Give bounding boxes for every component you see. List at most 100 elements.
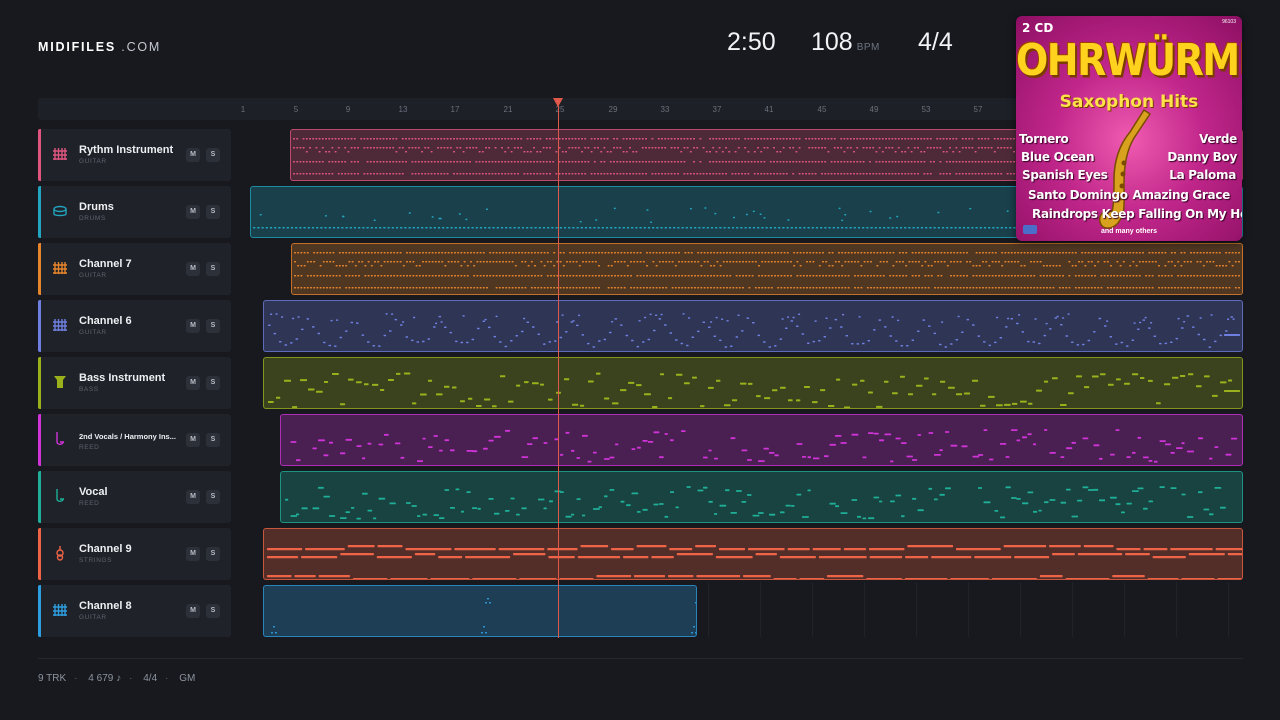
grid-line: [1124, 582, 1125, 637]
track-header[interactable]: Channel 9 STRINGS M S: [38, 528, 231, 580]
track-instrument: GUITAR: [79, 614, 107, 621]
solo-button[interactable]: S: [206, 376, 220, 390]
track-header[interactable]: Channel 6 GUITAR M S: [38, 300, 231, 352]
solo-button[interactable]: S: [206, 205, 220, 219]
brand-domain: .COM: [121, 40, 162, 54]
solo-button[interactable]: S: [206, 433, 220, 447]
solo-button[interactable]: S: [206, 319, 220, 333]
ruler-bar-number: 53: [921, 105, 931, 114]
ruler-bar-number: 5: [293, 105, 299, 114]
track-header[interactable]: Channel 7 GUITAR M S: [38, 243, 231, 295]
grid-line: [708, 582, 709, 637]
mute-button[interactable]: M: [186, 319, 200, 333]
track-name: Channel 9: [79, 543, 132, 555]
footer-divider: [38, 658, 1243, 659]
track-name: Bass Instrument: [79, 372, 166, 384]
ruler-bar-number: 41: [764, 105, 774, 114]
mute-button[interactable]: M: [186, 490, 200, 504]
tempo-unit: BPM: [856, 42, 880, 53]
grid-line: [1228, 582, 1229, 637]
reed-icon: [52, 488, 68, 504]
timeline-ruler[interactable]: [38, 98, 1243, 120]
song-title: Spanish Eyes: [1022, 168, 1108, 182]
mute-button[interactable]: M: [186, 433, 200, 447]
track-color-bar: [38, 300, 41, 352]
album-cover: 2 CD 96103 OHRWÜRMER Saxophon Hits Torne…: [1016, 16, 1242, 241]
solo-button[interactable]: S: [206, 547, 220, 561]
track-instrument: REED: [79, 500, 100, 507]
track-name: Channel 8: [79, 600, 132, 612]
track-count: 9 TRK: [38, 673, 67, 684]
track-instrument: DRUMS: [79, 215, 106, 222]
playhead-handle[interactable]: [553, 98, 563, 107]
midi-clip[interactable]: [291, 243, 1243, 295]
mute-button[interactable]: M: [186, 376, 200, 390]
ruler-bar-number: 49: [869, 105, 879, 114]
track-color-bar: [38, 471, 41, 523]
solo-button[interactable]: S: [206, 262, 220, 276]
track-instrument: GUITAR: [79, 329, 107, 336]
grid-line: [916, 582, 917, 637]
song-title: Raindrops Keep Falling On My Head: [1032, 207, 1242, 221]
violin-icon: [52, 545, 68, 561]
song-title: Verde: [1199, 132, 1237, 146]
mute-button[interactable]: M: [186, 262, 200, 276]
midi-clip[interactable]: [263, 300, 1243, 352]
solo-button[interactable]: S: [206, 604, 220, 618]
guitar-grid-icon: [52, 317, 68, 333]
track-instrument: GUITAR: [79, 272, 107, 279]
solo-button[interactable]: S: [206, 490, 220, 504]
playhead-line[interactable]: [558, 104, 559, 638]
track-header[interactable]: Bass Instrument BASS M S: [38, 357, 231, 409]
track-color-bar: [38, 414, 41, 466]
time-signature: 4/4: [918, 28, 953, 56]
footer-time-signature: 4/4: [143, 673, 158, 684]
mute-button[interactable]: M: [186, 205, 200, 219]
track-header[interactable]: Rythm Instrument GUITAR M S: [38, 129, 231, 181]
mute-button[interactable]: M: [186, 604, 200, 618]
reed-icon: [52, 431, 68, 447]
song-title: Danny Boy: [1167, 150, 1237, 164]
grid-line: [864, 582, 865, 637]
song-title: La Paloma: [1169, 168, 1236, 182]
track-color-bar: [38, 357, 41, 409]
mute-button[interactable]: M: [186, 148, 200, 162]
mute-button[interactable]: M: [186, 547, 200, 561]
track-instrument: BASS: [79, 386, 99, 393]
track-header[interactable]: Drums DRUMS M S: [38, 186, 231, 238]
separator: ·: [74, 673, 78, 684]
catalog-number: 96103: [1222, 19, 1236, 25]
track-header[interactable]: Vocal REED M S: [38, 471, 231, 523]
status-bar: 9 TRK · 4 679 ♪ · 4/4 · GM: [38, 673, 195, 684]
ruler-bar-number: 29: [608, 105, 618, 114]
cd-label: 2 CD: [1022, 21, 1054, 35]
midi-clip[interactable]: [280, 471, 1243, 523]
separator: ·: [165, 673, 169, 684]
ruler-bar-number: 13: [398, 105, 408, 114]
track-header[interactable]: 2nd Vocals / Harmony Ins... REED M S: [38, 414, 231, 466]
tempo-display: 108 BPM: [811, 28, 880, 57]
solo-button[interactable]: S: [206, 148, 220, 162]
midi-clip[interactable]: [263, 357, 1243, 409]
track-header[interactable]: Channel 8 GUITAR M S: [38, 585, 231, 637]
song-title: Santo Domingo: [1028, 188, 1128, 202]
saxophone-icon: [1098, 108, 1152, 229]
ruler-bar-number: 45: [817, 105, 827, 114]
midi-clip[interactable]: [280, 414, 1243, 466]
grid-line: [1072, 582, 1073, 637]
guitar-grid-icon: [52, 260, 68, 276]
ruler-bar-number: 33: [660, 105, 670, 114]
track-color-bar: [38, 243, 41, 295]
song-title: Tornero: [1019, 132, 1069, 146]
track-instrument: GUITAR: [79, 158, 107, 165]
song-title: Blue Ocean: [1021, 150, 1095, 164]
midi-clip[interactable]: [263, 528, 1243, 580]
elapsed-time: 2:50: [727, 28, 776, 56]
song-title: Amazing Grace: [1132, 188, 1230, 202]
album-title: OHRWÜRMER: [1016, 34, 1242, 86]
note-count: 4 679 ♪: [88, 673, 122, 684]
track-color-bar: [38, 129, 41, 181]
ruler-bar-number: 25: [555, 105, 565, 114]
midi-clip[interactable]: [263, 585, 697, 637]
brand-name: MIDIFILES: [38, 40, 117, 54]
